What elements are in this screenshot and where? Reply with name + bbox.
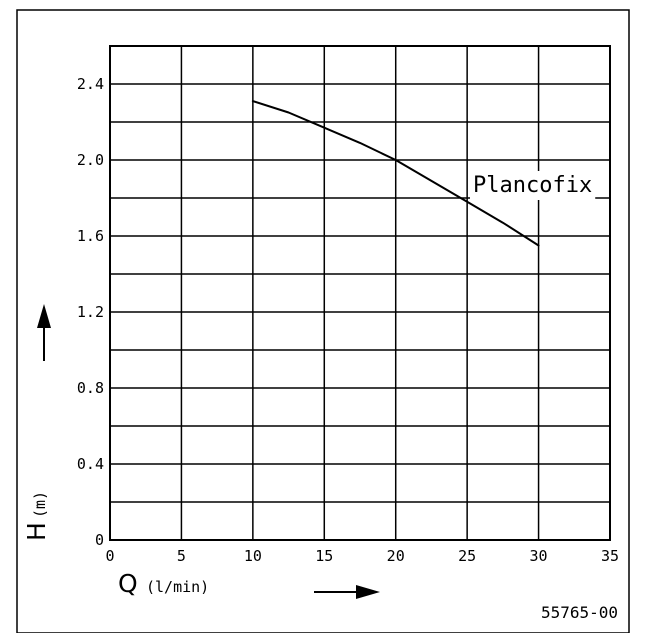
x-tick-label: 15: [315, 547, 333, 565]
y-tick-label: 2.4: [77, 75, 104, 93]
y-axis-title: H: [22, 522, 51, 541]
y-tick-label: 2.0: [77, 151, 104, 169]
x-tick-label: 10: [244, 547, 262, 565]
x-tick-label: 35: [601, 547, 619, 565]
y-tick-label: 1.6: [77, 227, 104, 245]
x-tick-label: 0: [105, 547, 114, 565]
y-tick-label: 0.8: [77, 379, 104, 397]
x-tick-label: 25: [458, 547, 476, 565]
x-tick-label: 20: [387, 547, 405, 565]
y-tick-label: 1.2: [77, 303, 104, 321]
y-axis-arrow-head: [37, 304, 51, 328]
y-tick-label: 0.4: [77, 455, 104, 473]
x-tick-label: 5: [177, 547, 186, 565]
x-tick-labels: 0 5 10 15 20 25 30 35: [105, 547, 619, 565]
x-axis-arrow-head: [356, 585, 380, 599]
series-label-background: [470, 171, 596, 200]
x-tick-label: 30: [530, 547, 548, 565]
y-axis-unit: (m): [31, 491, 49, 518]
y-tick-label: 0: [95, 531, 104, 549]
y-tick-labels: 0 0.4 0.8 1.2 1.6 2.0 2.4: [77, 75, 104, 549]
series-line-0: [251, 100, 540, 247]
series-layer: [251, 100, 540, 247]
plot-area: [109, 45, 611, 541]
series-label: Plancofix: [473, 173, 592, 198]
x-axis-unit: (l/min): [146, 578, 209, 596]
drawing-number: 55765-00: [541, 603, 618, 622]
x-axis-title: Q: [118, 569, 138, 598]
